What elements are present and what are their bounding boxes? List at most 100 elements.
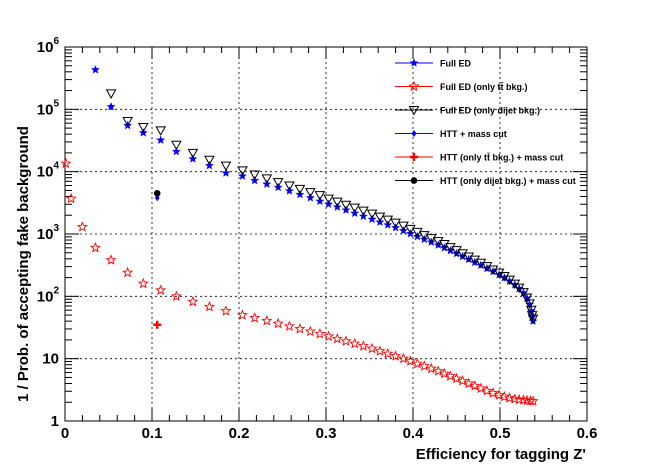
legend-label-part: Full ED (only t: [440, 82, 501, 92]
data-point: [517, 394, 530, 405]
data-point: [475, 382, 487, 394]
legend-marker: [409, 58, 419, 67]
data-point: [390, 350, 402, 361]
data-point: [331, 333, 343, 344]
data-point: [340, 335, 352, 347]
y-tick-base: 10: [37, 101, 54, 118]
data-point: [171, 140, 182, 151]
data-point: [272, 317, 284, 329]
legend-label-part: t̄: [500, 82, 504, 92]
x-tick-label: 0.6: [577, 425, 598, 442]
data-point: [405, 224, 416, 235]
y-tick-label: 106: [37, 36, 60, 56]
data-point: [153, 189, 161, 197]
data-point: [272, 178, 284, 188]
data-point: [220, 305, 232, 316]
series-1: [60, 157, 539, 406]
data-point: [90, 65, 100, 74]
legend-marker: [411, 130, 417, 137]
data-point: [382, 215, 394, 226]
legend-entry: HTT + mass cut: [395, 129, 507, 139]
y-tick-base: 10: [37, 288, 54, 305]
legend-label: Full ED (only dijet bkg.): [440, 106, 540, 116]
data-point: [236, 309, 249, 320]
data-point: [220, 161, 232, 172]
data-point: [170, 290, 182, 302]
data-point: [463, 377, 475, 389]
legend-marker: [408, 106, 420, 116]
data-point: [331, 197, 343, 208]
data-point: [425, 362, 437, 374]
data-point: [411, 357, 423, 369]
data-point: [525, 305, 537, 316]
data-point: [89, 242, 101, 253]
legend-label: Full ED (only tt̄ bkg.): [440, 82, 528, 92]
y-tick-exponent: 6: [53, 36, 59, 47]
legend-label-part: t̄: [486, 153, 490, 163]
legend-label: HTT + mass cut: [440, 129, 507, 139]
data-point: [349, 337, 361, 349]
data-point: [284, 181, 295, 192]
x-tick-label: 0.1: [142, 425, 163, 442]
data-point: [171, 146, 181, 156]
data-point: [493, 268, 505, 279]
data-point: [526, 311, 538, 321]
data-point: [187, 148, 199, 159]
y-tick-label: 102: [37, 285, 60, 305]
data-point: [398, 221, 409, 232]
y-tick-base: 10: [37, 226, 54, 243]
legend-entry: HTT (only dijet bkg.) + mass cut: [395, 176, 576, 186]
data-point: [404, 355, 416, 366]
data-point: [156, 135, 166, 145]
legend-entry: Full ED (only dijet bkg.): [395, 106, 540, 116]
legend-entry: Full ED: [395, 58, 471, 69]
data-point: [374, 212, 386, 223]
legend-marker: [410, 177, 418, 184]
legend-entry: Full ED (only tt̄ bkg.): [395, 80, 528, 92]
data-point: [432, 365, 444, 376]
legend-marker: [410, 153, 418, 161]
data-point: [366, 209, 378, 220]
legend-label: Full ED: [440, 59, 471, 69]
x-tick-label: 0.2: [229, 425, 250, 442]
data-point: [294, 323, 306, 334]
data-point: [76, 221, 88, 232]
data-point: [418, 231, 430, 241]
data-point: [323, 194, 334, 205]
y-tick-label: 1: [51, 413, 59, 430]
data-point: [60, 157, 72, 169]
data-point: [137, 277, 149, 289]
data-point: [504, 392, 516, 403]
axis-ticks: [64, 47, 588, 422]
data-point: [315, 196, 325, 206]
legend-label-part: bkg.) + mass cut: [490, 153, 563, 163]
x-tick-label: 0.3: [316, 425, 337, 442]
y-tick-exponent: 3: [53, 223, 59, 234]
x-tick-label: 0.5: [490, 425, 511, 442]
data-point: [425, 234, 437, 244]
y-tick-base: 10: [37, 39, 54, 56]
data-point: [249, 170, 261, 181]
data-point: [444, 370, 456, 381]
y-tick-label: 103: [37, 223, 60, 243]
data-point: [366, 342, 378, 354]
data-point: [521, 394, 533, 406]
data-point: [122, 266, 134, 278]
data-point: [438, 367, 450, 379]
data-point: [518, 288, 529, 298]
y-tick-exponent: 4: [53, 161, 59, 172]
data-point: [204, 155, 215, 166]
data-point: [469, 380, 481, 391]
data-point: [261, 174, 273, 184]
data-point: [304, 188, 316, 198]
x-tick-label: 0.4: [403, 425, 425, 442]
data-point: [397, 352, 409, 364]
data-point: [203, 300, 215, 312]
data-point: [105, 254, 117, 265]
data-point: [250, 175, 260, 185]
data-point: [137, 123, 149, 133]
data-point: [237, 166, 248, 176]
data-point: [187, 295, 199, 307]
series-5: [153, 189, 161, 197]
